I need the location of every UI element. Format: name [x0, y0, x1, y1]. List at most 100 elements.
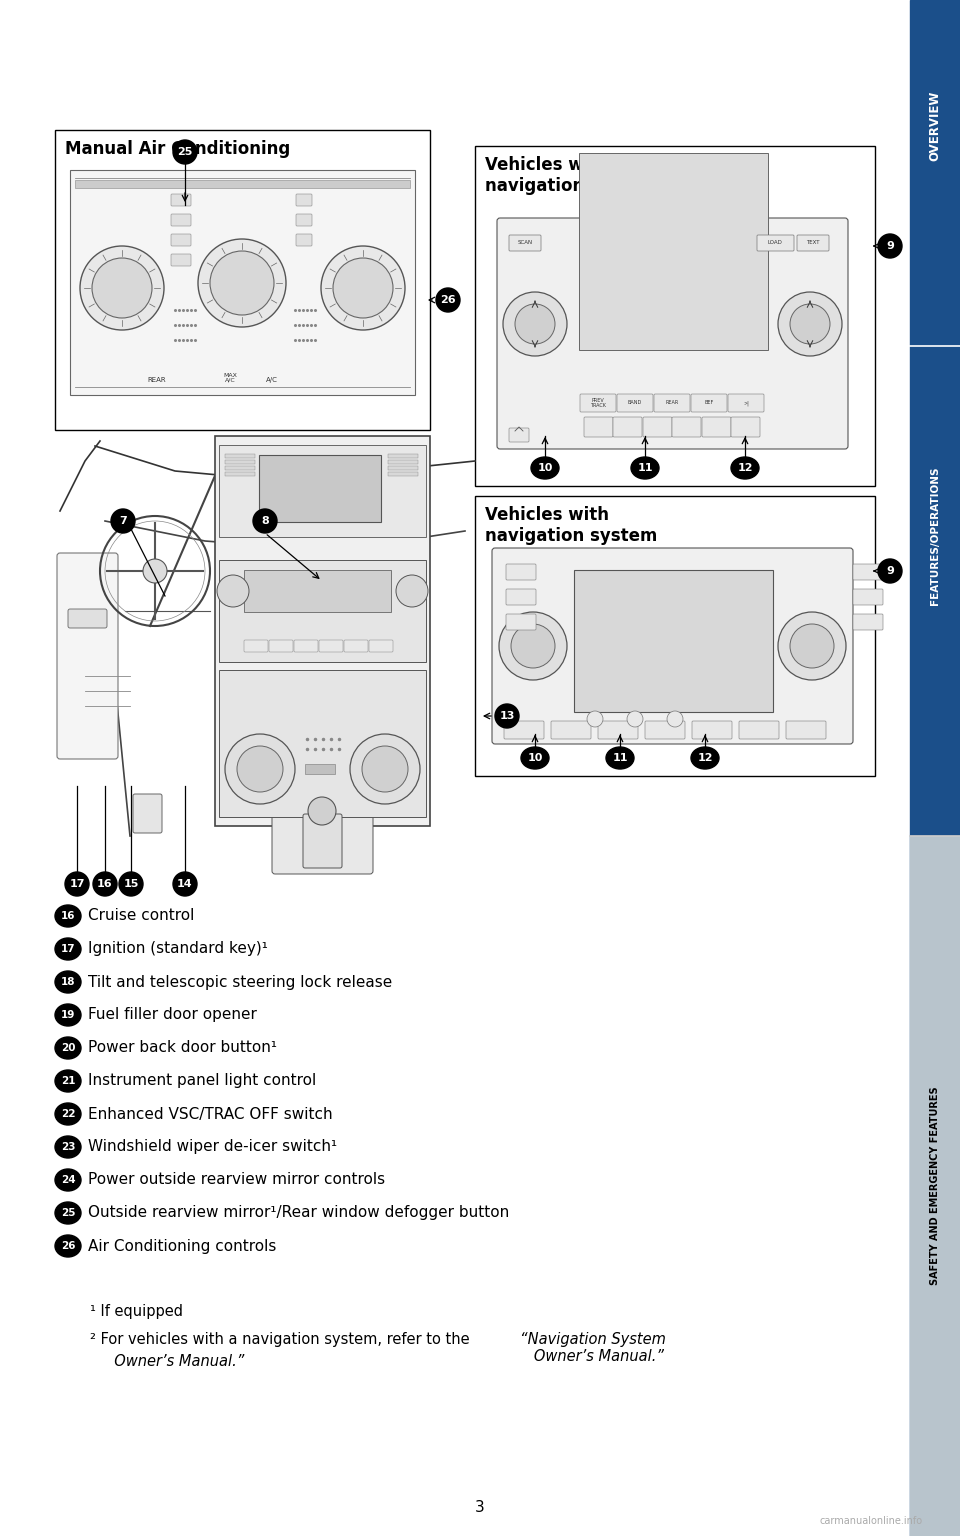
Text: Windshield wiper de-icer switch¹: Windshield wiper de-icer switch¹: [88, 1140, 337, 1155]
Text: 22: 22: [60, 1109, 75, 1120]
Text: 3: 3: [475, 1501, 485, 1516]
FancyBboxPatch shape: [215, 436, 430, 826]
Circle shape: [80, 246, 164, 330]
FancyBboxPatch shape: [506, 614, 536, 630]
Ellipse shape: [521, 746, 549, 770]
Circle shape: [778, 292, 842, 356]
Circle shape: [396, 574, 428, 607]
Text: 14: 14: [178, 879, 193, 889]
Text: Vehicles with
navigation system: Vehicles with navigation system: [485, 505, 658, 545]
FancyBboxPatch shape: [219, 670, 426, 817]
FancyBboxPatch shape: [643, 416, 672, 438]
Circle shape: [495, 703, 519, 728]
FancyBboxPatch shape: [497, 218, 848, 449]
Ellipse shape: [55, 1235, 81, 1256]
FancyBboxPatch shape: [296, 194, 312, 206]
Text: “Navigation System
   Owner’s Manual.”: “Navigation System Owner’s Manual.”: [520, 1332, 666, 1364]
Ellipse shape: [55, 1071, 81, 1092]
Text: ¹ If equipped: ¹ If equipped: [90, 1304, 183, 1319]
Ellipse shape: [606, 746, 634, 770]
Circle shape: [587, 711, 603, 727]
FancyBboxPatch shape: [691, 395, 727, 412]
FancyBboxPatch shape: [475, 496, 875, 776]
Text: FEATURES/OPERATIONS: FEATURES/OPERATIONS: [930, 467, 940, 605]
FancyBboxPatch shape: [492, 548, 853, 743]
FancyBboxPatch shape: [272, 788, 373, 874]
FancyBboxPatch shape: [757, 235, 794, 250]
Text: OVERVIEW: OVERVIEW: [928, 91, 942, 161]
Text: 26: 26: [60, 1241, 75, 1250]
Circle shape: [878, 233, 902, 258]
FancyBboxPatch shape: [853, 564, 883, 581]
Circle shape: [321, 246, 405, 330]
Text: 15: 15: [123, 879, 138, 889]
Circle shape: [65, 872, 89, 895]
FancyBboxPatch shape: [70, 170, 415, 395]
Text: Outside rearview mirror¹/Rear window defogger button: Outside rearview mirror¹/Rear window def…: [88, 1206, 509, 1221]
Text: REAR: REAR: [665, 401, 679, 406]
Ellipse shape: [55, 905, 81, 928]
Text: 21: 21: [60, 1077, 75, 1086]
Bar: [910, 836, 960, 1536]
Circle shape: [333, 258, 393, 318]
Text: Owner’s Manual.”: Owner’s Manual.”: [105, 1355, 245, 1369]
Text: 9: 9: [886, 565, 894, 576]
Circle shape: [503, 292, 567, 356]
Circle shape: [173, 140, 197, 164]
FancyBboxPatch shape: [171, 194, 191, 206]
Text: carmanualonline.info: carmanualonline.info: [820, 1516, 924, 1525]
Text: 12: 12: [697, 753, 712, 763]
Ellipse shape: [731, 458, 759, 479]
Circle shape: [253, 508, 277, 533]
Circle shape: [119, 872, 143, 895]
Circle shape: [350, 734, 420, 803]
Text: 26: 26: [441, 295, 456, 306]
Text: REAR: REAR: [148, 376, 166, 382]
FancyBboxPatch shape: [171, 233, 191, 246]
Circle shape: [878, 559, 902, 584]
Text: 10: 10: [527, 753, 542, 763]
FancyBboxPatch shape: [728, 395, 764, 412]
Text: Manual Air Conditioning: Manual Air Conditioning: [65, 140, 290, 158]
Text: 11: 11: [612, 753, 628, 763]
Circle shape: [225, 734, 295, 803]
FancyBboxPatch shape: [225, 472, 255, 476]
FancyBboxPatch shape: [645, 720, 685, 739]
Text: Instrument panel light control: Instrument panel light control: [88, 1074, 316, 1089]
Circle shape: [515, 304, 555, 344]
FancyBboxPatch shape: [171, 214, 191, 226]
Ellipse shape: [691, 746, 719, 770]
Ellipse shape: [55, 971, 81, 992]
FancyBboxPatch shape: [303, 814, 342, 868]
FancyBboxPatch shape: [296, 233, 312, 246]
Circle shape: [198, 240, 286, 327]
FancyBboxPatch shape: [475, 146, 875, 485]
Text: 9: 9: [886, 241, 894, 250]
FancyBboxPatch shape: [388, 459, 418, 464]
FancyBboxPatch shape: [574, 570, 773, 713]
Ellipse shape: [55, 1103, 81, 1124]
Text: 24: 24: [60, 1175, 75, 1184]
Text: Air Conditioning controls: Air Conditioning controls: [88, 1238, 276, 1253]
Ellipse shape: [55, 1203, 81, 1224]
Text: 10: 10: [538, 462, 553, 473]
Text: TEXT: TEXT: [806, 241, 820, 246]
FancyBboxPatch shape: [294, 641, 318, 651]
Text: 17: 17: [60, 945, 75, 954]
Text: SAFETY AND EMERGENCY FEATURES: SAFETY AND EMERGENCY FEATURES: [930, 1086, 940, 1286]
Text: 12: 12: [737, 462, 753, 473]
Circle shape: [173, 872, 197, 895]
FancyBboxPatch shape: [506, 564, 536, 581]
Circle shape: [217, 574, 249, 607]
Text: Fuel filler door opener: Fuel filler door opener: [88, 1008, 257, 1023]
FancyBboxPatch shape: [225, 465, 255, 470]
Circle shape: [111, 508, 135, 533]
FancyBboxPatch shape: [388, 472, 418, 476]
Text: 19: 19: [60, 1011, 75, 1020]
Circle shape: [362, 746, 408, 793]
Text: Power outside rearview mirror controls: Power outside rearview mirror controls: [88, 1172, 385, 1187]
FancyBboxPatch shape: [692, 720, 732, 739]
Text: >|: >|: [743, 401, 749, 406]
FancyBboxPatch shape: [57, 553, 118, 759]
Circle shape: [308, 797, 336, 825]
